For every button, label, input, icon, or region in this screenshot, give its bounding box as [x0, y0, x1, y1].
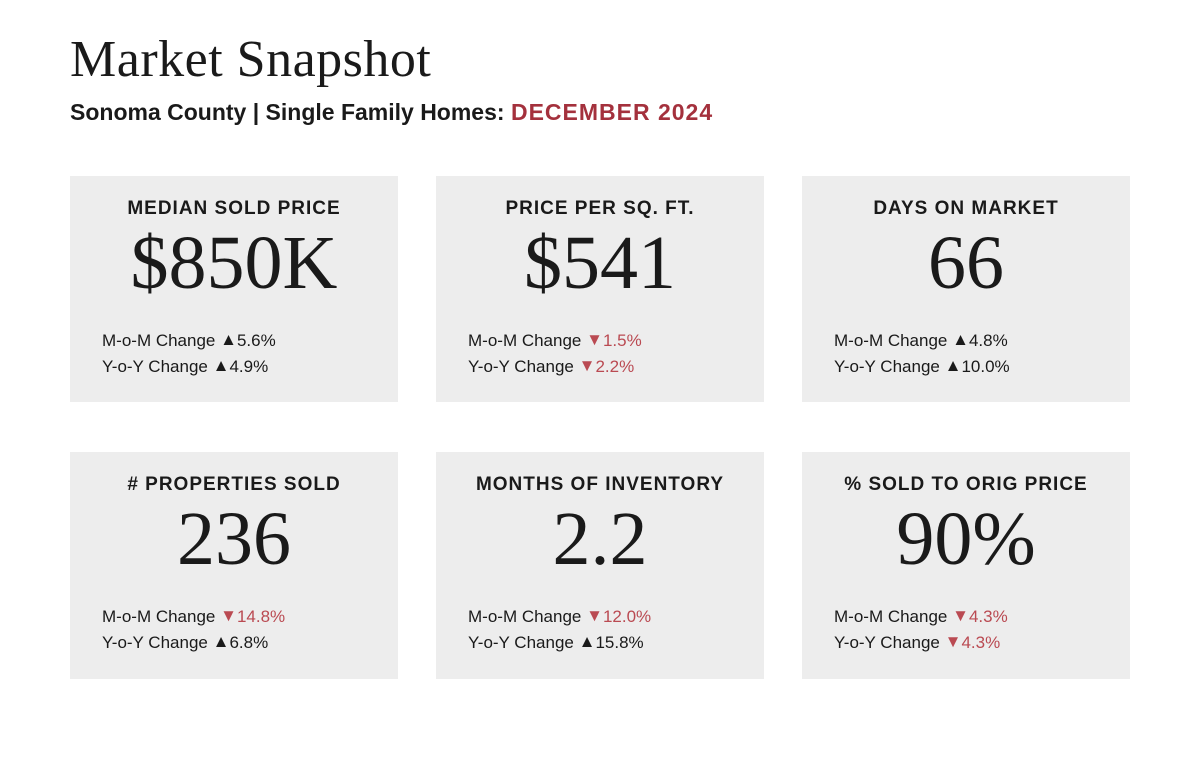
yoy-change: Y-o-Y Change ▼4.3% [834, 630, 1104, 656]
metric-changes: M-o-M Change ▼4.3%Y-o-Y Change ▼4.3% [828, 604, 1104, 657]
yoy-change: Y-o-Y Change ▲4.9% [102, 354, 372, 380]
metric-label: % SOLD TO ORIG PRICE [828, 474, 1104, 496]
mom-pct: 4.3% [969, 607, 1008, 626]
metric-value: $541 [462, 222, 738, 306]
mom-change: M-o-M Change ▼14.8% [102, 604, 372, 630]
arrow-down-icon: ▼ [579, 353, 596, 379]
metric-value: 236 [96, 498, 372, 582]
mom-label: M-o-M Change [834, 607, 947, 626]
arrow-down-icon: ▼ [952, 603, 969, 629]
yoy-value: ▲10.0% [945, 357, 1010, 376]
metric-card: % SOLD TO ORIG PRICE90%M-o-M Change ▼4.3… [802, 452, 1130, 678]
page-title: Market Snapshot [70, 30, 1130, 89]
yoy-pct: 15.8% [595, 633, 643, 652]
page-subtitle: Sonoma County | Single Family Homes: DEC… [70, 99, 1130, 126]
metric-label: PRICE PER SQ. FT. [462, 198, 738, 220]
arrow-up-icon: ▲ [945, 353, 962, 379]
mom-label: M-o-M Change [468, 607, 581, 626]
metric-label: MEDIAN SOLD PRICE [96, 198, 372, 220]
mom-value: ▼4.3% [952, 607, 1008, 626]
arrow-up-icon: ▲ [579, 629, 596, 655]
yoy-pct: 10.0% [961, 357, 1009, 376]
mom-pct: 1.5% [603, 331, 642, 350]
arrow-down-icon: ▼ [220, 603, 237, 629]
arrow-down-icon: ▼ [586, 327, 603, 353]
yoy-pct: 4.3% [961, 633, 1000, 652]
mom-label: M-o-M Change [102, 331, 215, 350]
yoy-value: ▼2.2% [579, 357, 635, 376]
subtitle-prefix: Sonoma County | Single Family Homes: [70, 99, 505, 125]
metric-changes: M-o-M Change ▼14.8%Y-o-Y Change ▲6.8% [96, 604, 372, 657]
mom-change: M-o-M Change ▼12.0% [468, 604, 738, 630]
metric-changes: M-o-M Change ▲5.6%Y-o-Y Change ▲4.9% [96, 328, 372, 381]
metric-card: # PROPERTIES SOLD236M-o-M Change ▼14.8%Y… [70, 452, 398, 678]
yoy-label: Y-o-Y Change [102, 357, 208, 376]
mom-value: ▲5.6% [220, 331, 276, 350]
yoy-value: ▲4.9% [213, 357, 269, 376]
mom-pct: 5.6% [237, 331, 276, 350]
yoy-change: Y-o-Y Change ▲10.0% [834, 354, 1104, 380]
mom-change: M-o-M Change ▼1.5% [468, 328, 738, 354]
yoy-label: Y-o-Y Change [468, 633, 574, 652]
mom-label: M-o-M Change [468, 331, 581, 350]
metric-value: 66 [828, 222, 1104, 306]
mom-pct: 12.0% [603, 607, 651, 626]
yoy-pct: 2.2% [595, 357, 634, 376]
yoy-label: Y-o-Y Change [834, 633, 940, 652]
arrow-down-icon: ▼ [586, 603, 603, 629]
mom-value: ▲4.8% [952, 331, 1008, 350]
yoy-pct: 4.9% [229, 357, 268, 376]
mom-pct: 4.8% [969, 331, 1008, 350]
metric-value: 90% [828, 498, 1104, 582]
yoy-label: Y-o-Y Change [834, 357, 940, 376]
mom-label: M-o-M Change [834, 331, 947, 350]
metric-changes: M-o-M Change ▼12.0%Y-o-Y Change ▲15.8% [462, 604, 738, 657]
mom-change: M-o-M Change ▼4.3% [834, 604, 1104, 630]
metric-changes: M-o-M Change ▲4.8%Y-o-Y Change ▲10.0% [828, 328, 1104, 381]
yoy-value: ▲15.8% [579, 633, 644, 652]
metric-value: 2.2 [462, 498, 738, 582]
mom-value: ▼12.0% [586, 607, 651, 626]
metric-card: PRICE PER SQ. FT.$541M-o-M Change ▼1.5%Y… [436, 176, 764, 402]
mom-pct: 14.8% [237, 607, 285, 626]
arrow-down-icon: ▼ [945, 629, 962, 655]
metric-changes: M-o-M Change ▼1.5%Y-o-Y Change ▼2.2% [462, 328, 738, 381]
yoy-label: Y-o-Y Change [468, 357, 574, 376]
metric-grid: MEDIAN SOLD PRICE$850KM-o-M Change ▲5.6%… [70, 176, 1130, 679]
metric-card: DAYS ON MARKET66M-o-M Change ▲4.8%Y-o-Y … [802, 176, 1130, 402]
mom-value: ▼14.8% [220, 607, 285, 626]
arrow-up-icon: ▲ [220, 327, 237, 353]
yoy-pct: 6.8% [229, 633, 268, 652]
yoy-change: Y-o-Y Change ▲6.8% [102, 630, 372, 656]
yoy-value: ▼4.3% [945, 633, 1001, 652]
mom-change: M-o-M Change ▲4.8% [834, 328, 1104, 354]
metric-label: DAYS ON MARKET [828, 198, 1104, 220]
arrow-up-icon: ▲ [213, 629, 230, 655]
subtitle-period: DECEMBER 2024 [511, 99, 713, 125]
yoy-change: Y-o-Y Change ▼2.2% [468, 354, 738, 380]
metric-label: # PROPERTIES SOLD [96, 474, 372, 496]
metric-value: $850K [96, 222, 372, 306]
yoy-value: ▲6.8% [213, 633, 269, 652]
mom-value: ▼1.5% [586, 331, 642, 350]
metric-card: MONTHS OF INVENTORY2.2 M-o-M Change ▼12.0… [436, 452, 764, 678]
yoy-change: Y-o-Y Change ▲15.8% [468, 630, 738, 656]
mom-label: M-o-M Change [102, 607, 215, 626]
arrow-up-icon: ▲ [952, 327, 969, 353]
yoy-label: Y-o-Y Change [102, 633, 208, 652]
metric-card: MEDIAN SOLD PRICE$850KM-o-M Change ▲5.6%… [70, 176, 398, 402]
mom-change: M-o-M Change ▲5.6% [102, 328, 372, 354]
metric-label: MONTHS OF INVENTORY [462, 474, 738, 496]
arrow-up-icon: ▲ [213, 353, 230, 379]
